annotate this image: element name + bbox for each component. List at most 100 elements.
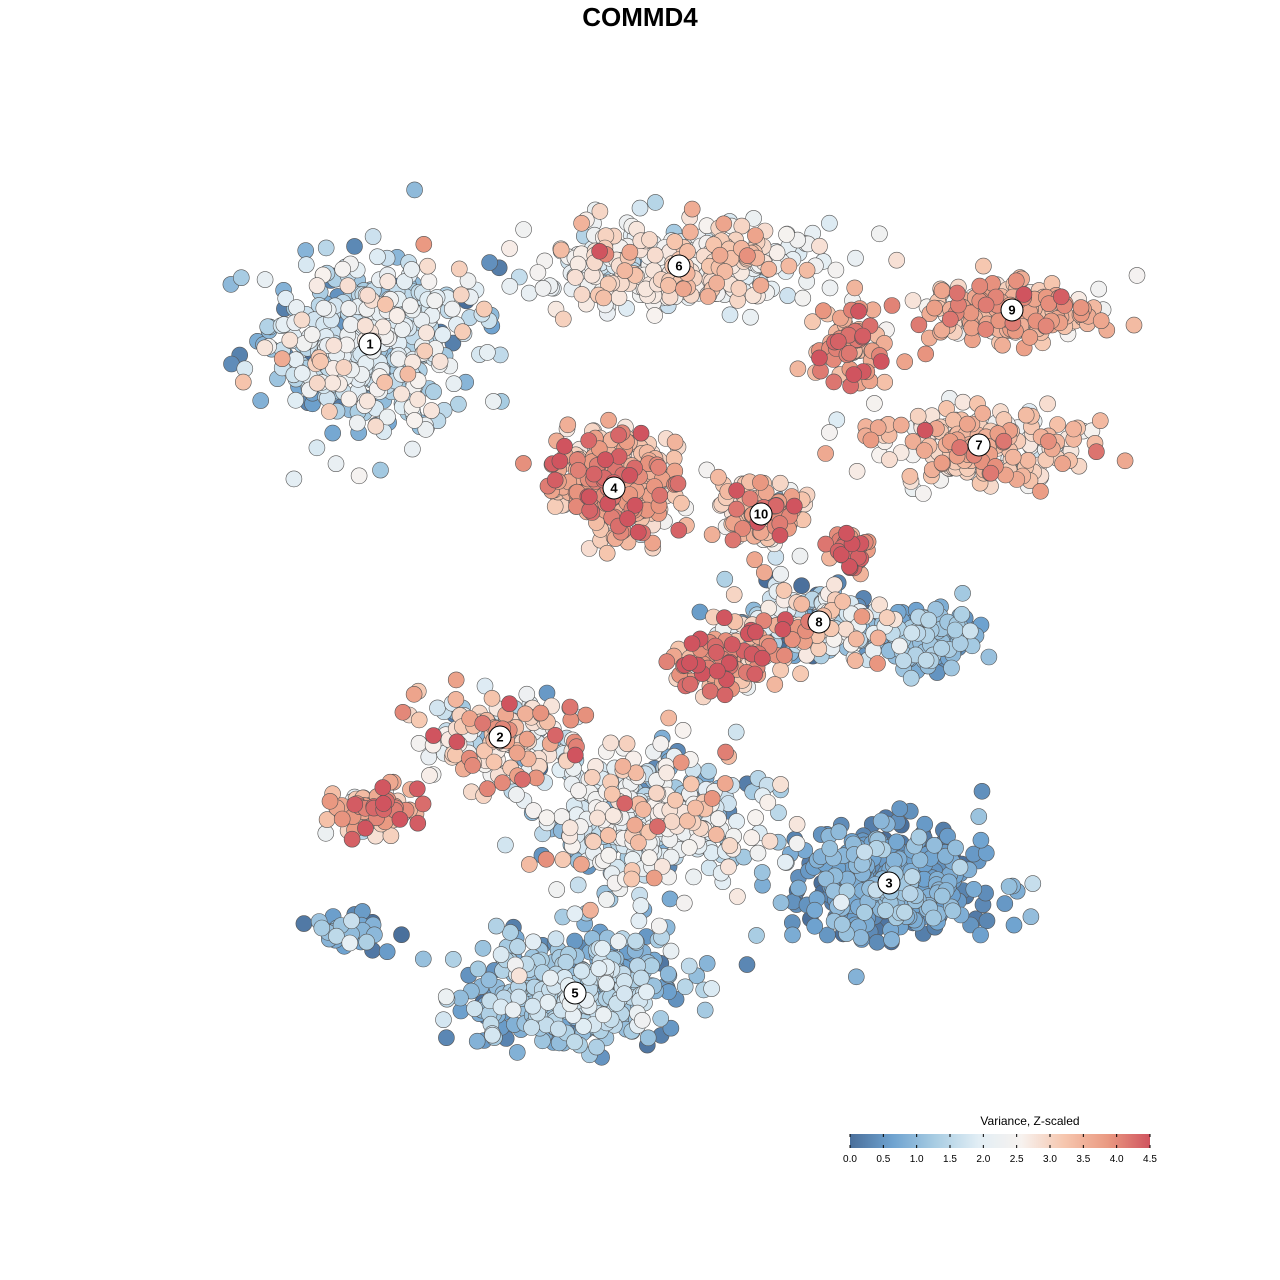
data-point <box>534 279 552 297</box>
colorbar-tick-label: 1.0 <box>910 1154 924 1165</box>
data-point <box>341 934 359 952</box>
data-point <box>708 662 726 680</box>
data-point <box>747 809 764 827</box>
data-point <box>980 648 998 666</box>
data-point <box>627 932 644 950</box>
data-point <box>520 284 538 302</box>
data-point <box>911 851 929 869</box>
data-point <box>425 383 442 401</box>
cluster-label-text: 9 <box>1008 303 1015 318</box>
data-point <box>723 636 741 653</box>
colorbar-ticks: 0.0 0.5 1.0 1.5 2.0 2.5 3.0 3.5 4.0 4.5 <box>843 1134 1157 1165</box>
data-point <box>847 968 865 986</box>
colorbar-tick-label: 3.5 <box>1076 1154 1090 1165</box>
data-point <box>509 938 526 956</box>
colorbar-gradient <box>850 1134 1150 1148</box>
data-point <box>631 199 649 217</box>
cluster-label-circle <box>602 476 626 500</box>
data-point <box>778 226 795 243</box>
data-point <box>616 262 634 280</box>
data-point <box>711 246 729 264</box>
cluster-label-5: 5 <box>563 981 587 1005</box>
data-point <box>755 564 773 581</box>
data-point <box>784 926 801 944</box>
data-point <box>303 326 321 343</box>
data-point <box>793 577 810 595</box>
data-point <box>524 997 542 1015</box>
data-point <box>480 971 498 989</box>
data-point <box>548 881 566 898</box>
cluster-label-3: 3 <box>877 871 901 895</box>
data-point <box>594 940 611 957</box>
data-point <box>954 393 972 411</box>
data-point <box>357 819 374 837</box>
data-point <box>830 823 848 841</box>
data-point <box>703 980 720 997</box>
data-point <box>1007 272 1025 290</box>
data-point <box>771 527 789 544</box>
data-point <box>580 488 598 506</box>
data-point <box>660 277 677 294</box>
data-point <box>356 317 374 335</box>
data-point <box>420 273 438 290</box>
data-point <box>821 840 839 857</box>
data-point <box>448 733 466 751</box>
data-point <box>369 248 386 266</box>
data-point <box>529 264 547 281</box>
data-point <box>508 744 526 762</box>
cluster-label-7: 7 <box>967 433 991 457</box>
data-point <box>393 926 410 944</box>
data-point <box>479 344 496 361</box>
data-point <box>447 691 465 708</box>
data-point <box>760 260 778 278</box>
data-point <box>925 909 942 927</box>
data-point <box>633 1011 651 1029</box>
data-point <box>770 804 787 822</box>
data-point <box>321 792 339 810</box>
data-point <box>944 902 962 920</box>
data-point <box>372 461 389 479</box>
data-point <box>434 326 452 344</box>
data-point <box>416 342 434 360</box>
data-point <box>377 296 394 313</box>
data-point <box>854 327 872 345</box>
data-point <box>580 540 598 557</box>
data-point <box>847 249 864 267</box>
data-point <box>342 316 360 333</box>
data-point <box>917 651 935 669</box>
data-point <box>523 1019 540 1036</box>
data-point <box>933 454 951 472</box>
data-point <box>598 975 615 992</box>
data-point <box>742 308 759 326</box>
data-point <box>663 813 681 830</box>
data-point <box>588 1038 605 1056</box>
data-point <box>720 858 737 876</box>
data-point <box>916 442 933 459</box>
data-point <box>590 960 608 977</box>
data-point <box>888 833 905 851</box>
data-point <box>559 416 577 434</box>
data-point <box>891 637 908 655</box>
data-point <box>273 350 291 368</box>
data-point <box>487 917 505 935</box>
data-point <box>975 257 992 275</box>
data-point <box>977 296 995 314</box>
data-point <box>554 851 572 868</box>
data-point <box>852 929 870 946</box>
data-point <box>475 300 493 318</box>
data-point <box>591 243 608 260</box>
cluster-label-circle <box>749 502 773 526</box>
data-point <box>474 715 492 732</box>
data-point <box>780 257 798 275</box>
data-point <box>616 985 633 1003</box>
data-point <box>538 809 556 827</box>
data-point <box>996 895 1014 912</box>
data-point <box>707 644 725 661</box>
data-point <box>878 609 896 627</box>
data-point <box>333 810 351 828</box>
data-point <box>426 292 444 310</box>
data-point <box>777 853 794 871</box>
data-point <box>583 769 601 786</box>
data-point <box>846 279 864 297</box>
data-point <box>418 324 435 342</box>
